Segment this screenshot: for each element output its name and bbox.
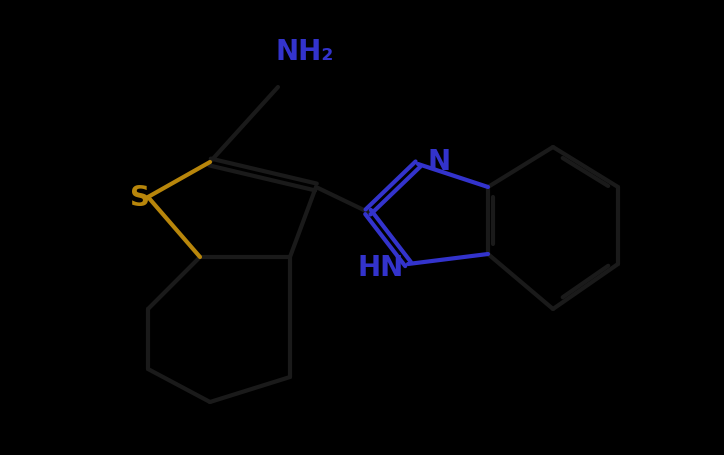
- Text: NH₂: NH₂: [276, 38, 334, 66]
- Text: HN: HN: [358, 253, 404, 281]
- Text: N: N: [428, 148, 451, 176]
- Text: S: S: [130, 184, 150, 212]
